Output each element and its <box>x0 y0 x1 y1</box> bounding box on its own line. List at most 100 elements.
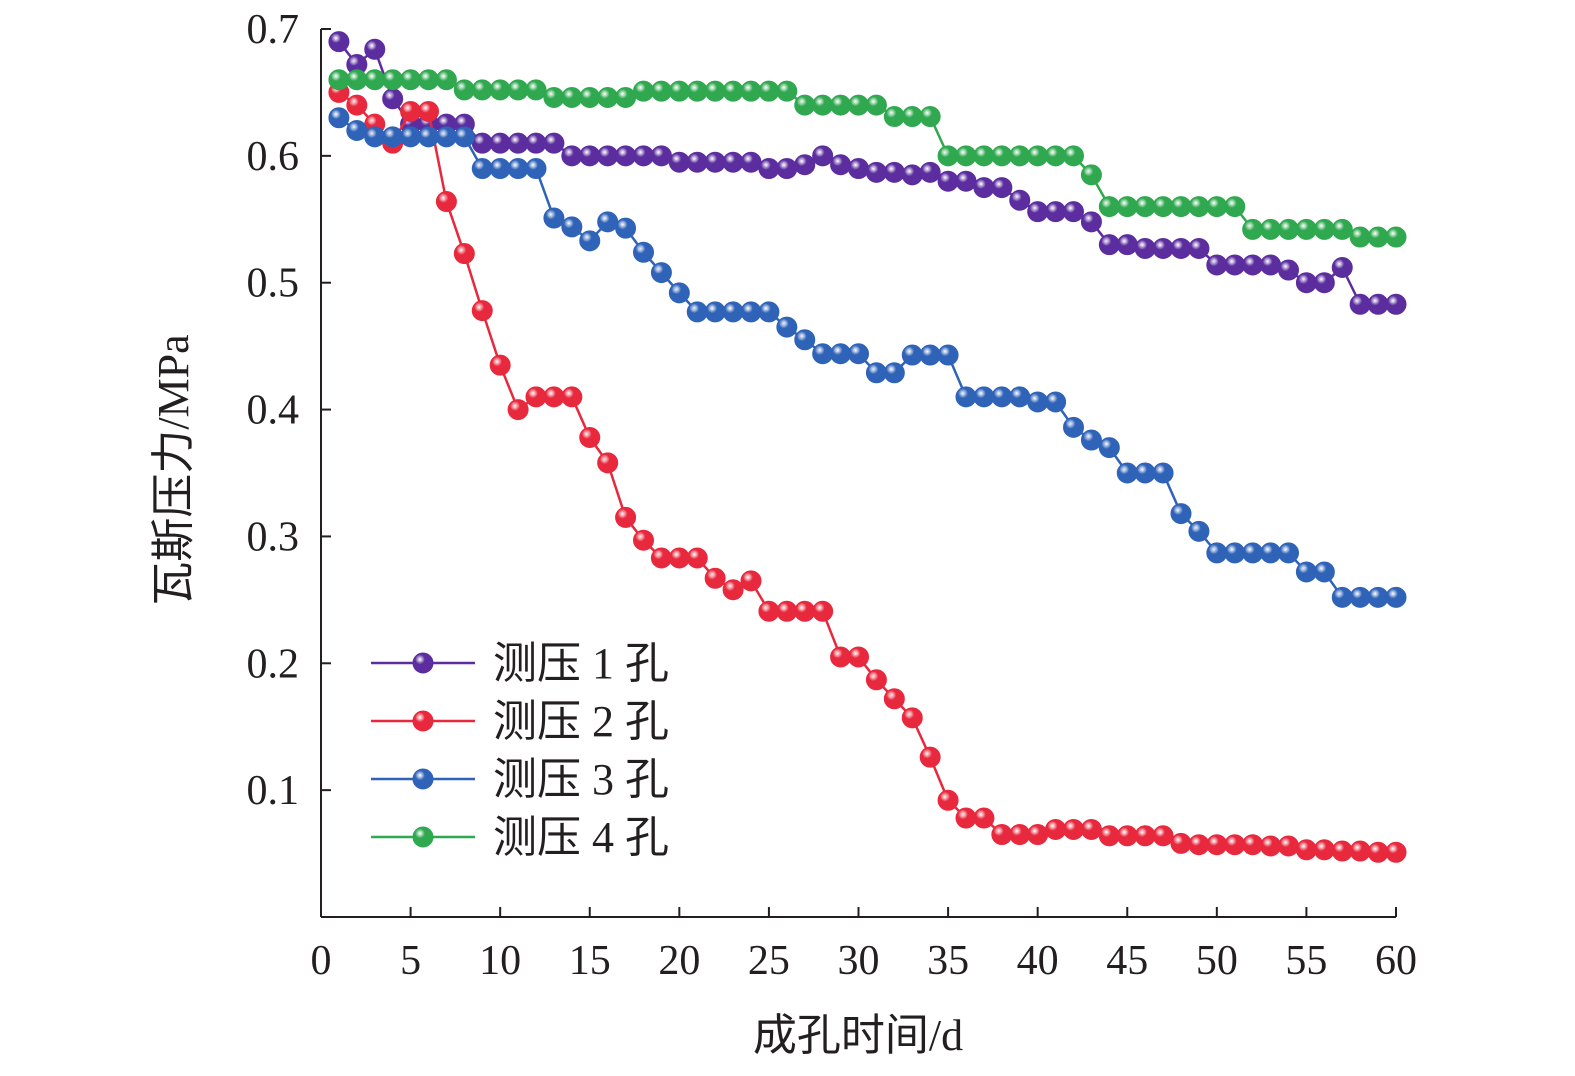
data-point <box>919 106 941 128</box>
x-tick-label: 20 <box>658 938 700 984</box>
data-point <box>1045 391 1067 413</box>
data-point <box>865 94 887 116</box>
data-point <box>346 119 368 141</box>
series-测压3孔 <box>328 107 1407 608</box>
series-测压1孔 <box>328 31 1407 315</box>
data-point <box>364 38 386 60</box>
data-point <box>830 343 852 365</box>
data-point <box>597 452 619 474</box>
data-point <box>453 126 475 148</box>
data-point <box>883 161 905 183</box>
data-point <box>883 106 905 128</box>
data-point <box>955 386 977 408</box>
data-point <box>1331 256 1353 278</box>
data-point <box>1080 429 1102 451</box>
data-point <box>543 386 565 408</box>
data-point <box>382 126 404 148</box>
data-point <box>704 80 726 102</box>
data-point <box>418 126 439 148</box>
data-point <box>1063 818 1084 840</box>
x-tick-label: 5 <box>400 938 421 984</box>
y-tick-label: 0.1 <box>247 768 300 814</box>
data-point <box>1278 835 1299 857</box>
data-point <box>418 100 439 122</box>
x-tick-label: 25 <box>748 938 790 984</box>
data-point <box>830 154 852 176</box>
data-point <box>1313 218 1335 240</box>
legend-label: 测压 4 孔 <box>493 813 669 862</box>
data-point <box>615 145 637 167</box>
legend-label: 测压 2 孔 <box>493 697 669 746</box>
data-point <box>543 207 565 229</box>
data-point <box>453 243 475 265</box>
data-point <box>758 158 780 180</box>
axes: 0 5 10 15 20 25 30 35 40 45 50 55 60 0.1 0.2 0.3 0.4 0.5 0… <box>247 7 1418 984</box>
data-point <box>794 329 816 351</box>
y-tick-label: 0.2 <box>247 641 300 687</box>
data-point <box>668 80 690 102</box>
data-point <box>1206 542 1228 564</box>
legend-marker <box>412 768 434 790</box>
data-point <box>883 688 905 710</box>
data-point <box>1152 462 1174 484</box>
data-point <box>1098 825 1120 847</box>
data-point <box>1188 196 1210 218</box>
data-point <box>901 344 923 366</box>
y-tick-label: 0.7 <box>247 7 300 53</box>
data-point <box>328 107 350 129</box>
data-point <box>1313 839 1335 861</box>
data-point <box>1278 259 1299 281</box>
data-point <box>650 262 672 284</box>
legend-item: 测压 4 孔 <box>371 813 669 862</box>
data-point <box>812 94 834 116</box>
data-point <box>382 69 404 91</box>
data-point <box>507 79 529 101</box>
data-point <box>1367 226 1389 248</box>
data-point <box>812 343 834 365</box>
data-point <box>776 158 798 180</box>
data-point <box>794 600 816 622</box>
data-point <box>1063 416 1084 438</box>
data-point <box>1098 437 1120 459</box>
data-point <box>776 600 798 622</box>
data-point <box>1367 293 1389 315</box>
data-point <box>1385 293 1407 315</box>
data-point <box>1045 201 1067 223</box>
data-point <box>507 158 529 180</box>
data-point <box>1134 825 1156 847</box>
data-point <box>937 145 959 167</box>
data-point <box>633 145 654 167</box>
data-point <box>525 158 547 180</box>
data-point <box>346 69 368 91</box>
data-point <box>453 79 475 101</box>
data-point <box>615 87 637 109</box>
data-point <box>848 94 869 116</box>
legend-label: 测压 1 孔 <box>493 639 669 688</box>
data-point <box>812 145 834 167</box>
legend-marker <box>412 826 434 848</box>
x-tick-label: 0 <box>311 938 332 984</box>
data-point <box>1206 196 1228 218</box>
series-测压2孔 <box>328 81 1407 863</box>
data-point <box>1242 254 1264 276</box>
data-point <box>668 151 690 173</box>
data-point <box>794 94 816 116</box>
data-point <box>1349 840 1371 862</box>
data-point <box>1080 818 1102 840</box>
data-point <box>346 94 368 116</box>
data-point <box>597 87 619 109</box>
data-point <box>489 132 511 154</box>
data-point <box>400 100 422 122</box>
data-point <box>561 145 583 167</box>
data-point <box>1313 561 1335 583</box>
data-point <box>1152 825 1174 847</box>
data-point <box>435 69 457 91</box>
data-point <box>1188 520 1210 542</box>
data-point <box>722 151 744 173</box>
data-point <box>579 230 601 252</box>
data-point <box>1349 586 1371 608</box>
data-point <box>937 170 959 192</box>
data-point <box>1295 561 1317 583</box>
